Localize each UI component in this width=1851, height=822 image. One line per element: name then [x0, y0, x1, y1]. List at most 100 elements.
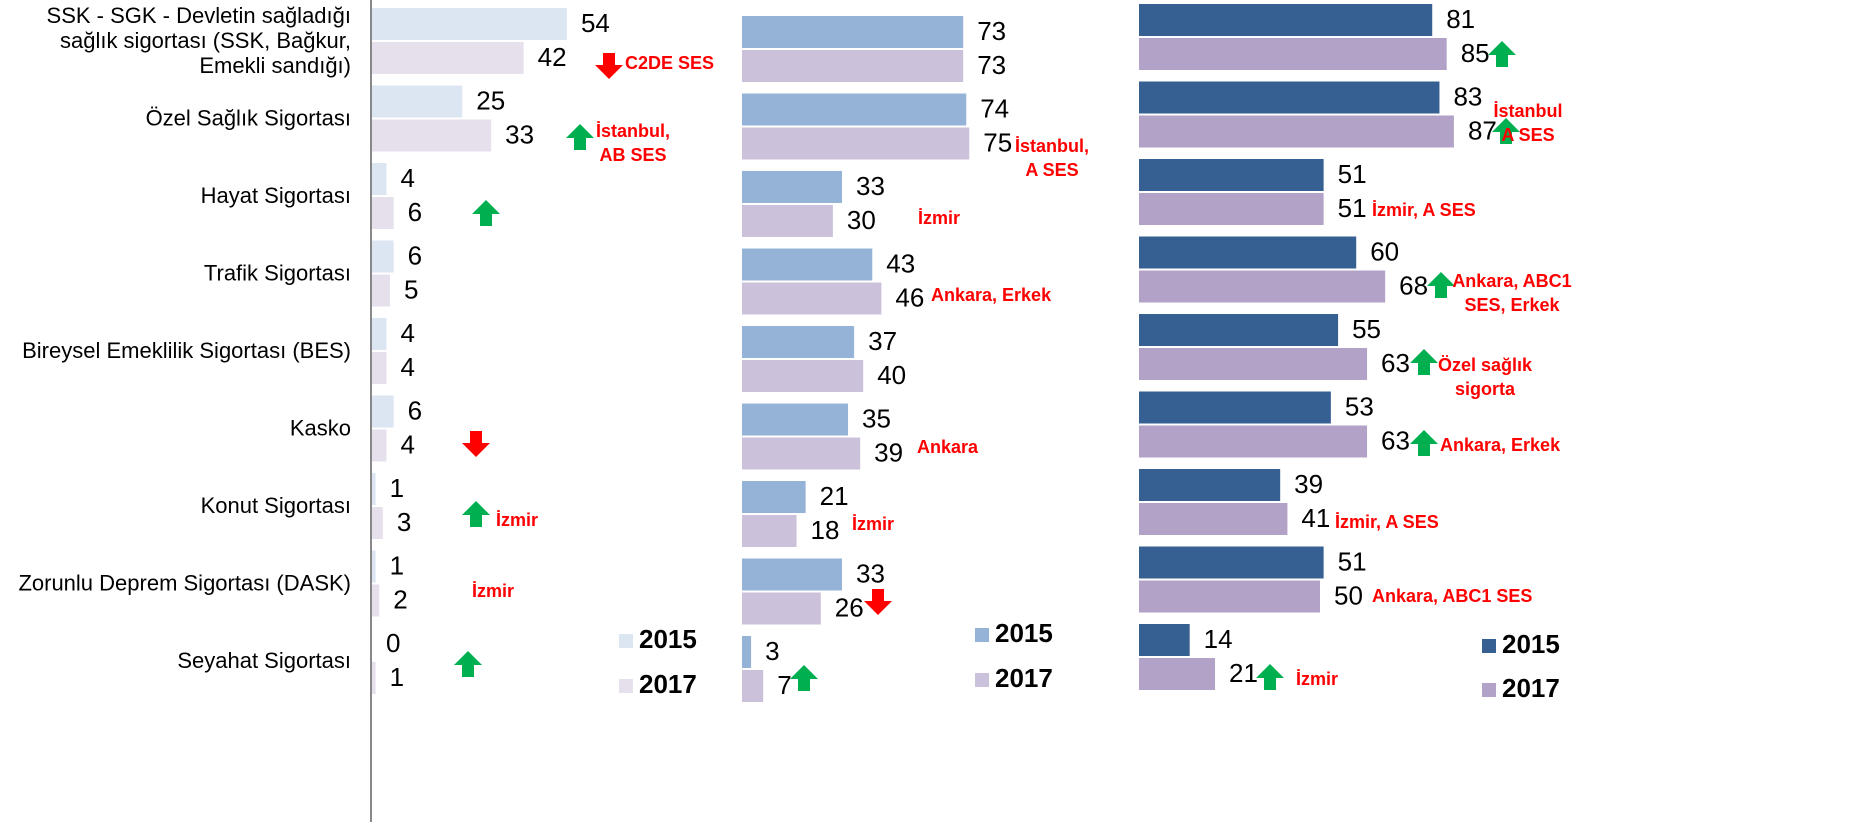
annotation: İzmir: [1296, 669, 1338, 689]
arrow-up: [462, 501, 490, 527]
bar: [742, 403, 849, 436]
value-label: 40: [877, 360, 906, 390]
category-label: Kasko: [290, 415, 351, 440]
value-label: 46: [895, 282, 924, 312]
bar: [1139, 425, 1368, 458]
annotation: Ankara: [917, 437, 979, 457]
legend-label: 2017: [1502, 673, 1560, 703]
annotation: İstanbul: [1493, 101, 1562, 121]
bar: [1139, 391, 1331, 424]
value-label: 4: [400, 318, 414, 348]
bar: [372, 550, 376, 583]
bar: [1139, 81, 1440, 114]
value-label: 35: [862, 403, 891, 433]
value-label: 63: [1381, 425, 1410, 455]
annotation: A SES: [1025, 160, 1078, 180]
value-label: 21: [1229, 658, 1258, 688]
annotation: AB SES: [599, 145, 666, 165]
value-label: 87: [1468, 115, 1497, 145]
value-label: 85: [1461, 38, 1490, 68]
arrow-up: [454, 651, 482, 677]
bar: [1139, 503, 1288, 535]
legend-swatch: [1482, 683, 1496, 697]
bar: [742, 127, 970, 160]
bar: [372, 42, 524, 74]
value-label: 6: [408, 197, 422, 227]
value-label: 6: [408, 240, 422, 270]
legend-swatch: [975, 673, 989, 687]
bar: [1139, 236, 1357, 269]
arrow-up: [1488, 41, 1516, 67]
annotation: İzmir: [852, 514, 894, 534]
value-label: 39: [1294, 469, 1323, 499]
bar: [742, 50, 964, 82]
bar: [372, 352, 387, 384]
value-label: 51: [1338, 546, 1367, 576]
annotation: İzmir, A SES: [1372, 200, 1476, 220]
value-label: 51: [1338, 159, 1367, 189]
bar: [372, 662, 376, 694]
annotation: sigorta: [1455, 379, 1516, 399]
value-label: 50: [1334, 580, 1363, 610]
bar: [1139, 159, 1324, 191]
arrow-up: [1427, 272, 1455, 298]
bar: [742, 360, 864, 392]
value-label: 83: [1453, 81, 1482, 111]
value-label: 1: [390, 473, 404, 503]
annotation: İstanbul,: [1015, 136, 1089, 156]
bar: [372, 163, 387, 195]
value-label: 37: [868, 326, 897, 356]
annotation: İstanbul,: [596, 121, 670, 141]
bar: [1139, 658, 1216, 690]
annotation: Ankara, Erkek: [931, 285, 1052, 305]
bar: [372, 274, 391, 307]
bar: [742, 592, 821, 625]
category-label: Trafik Sigortası: [204, 260, 351, 285]
bar: [1139, 38, 1447, 70]
bar: [1139, 4, 1433, 36]
legend-label: 2017: [995, 663, 1053, 693]
annotation: İzmir: [496, 510, 538, 530]
category-label: Seyahat Sigortası: [177, 648, 351, 673]
bar: [1139, 348, 1368, 380]
legend-label: 2015: [639, 624, 697, 654]
value-label: 2: [393, 584, 407, 614]
value-label: 73: [977, 50, 1006, 80]
bar: [742, 93, 967, 126]
bar: [372, 85, 463, 118]
bar: [1139, 624, 1190, 656]
value-label: 21: [820, 481, 849, 511]
arrow-up: [566, 124, 594, 150]
value-label: 75: [983, 127, 1012, 157]
category-label: Zorunlu Deprem Sigortası (DASK): [18, 570, 351, 595]
bar: [372, 8, 567, 40]
value-label: 4: [400, 163, 414, 193]
bar: [1139, 546, 1324, 579]
value-label: 18: [811, 515, 840, 545]
value-label: 3: [765, 636, 779, 666]
legend-label: 2015: [995, 618, 1053, 648]
annotation: SES, Erkek: [1464, 295, 1560, 315]
value-label: 54: [581, 8, 610, 38]
legend-label: 2015: [1502, 629, 1560, 659]
bar: [742, 437, 861, 470]
value-label: 6: [408, 395, 422, 425]
value-label: 5: [404, 274, 418, 304]
value-label: 33: [856, 171, 885, 201]
value-label: 81: [1446, 4, 1475, 34]
arrow-down: [864, 589, 892, 615]
value-label: 30: [847, 205, 876, 235]
legend-swatch: [619, 634, 633, 648]
value-label: 73: [977, 16, 1006, 46]
legend-swatch: [1482, 639, 1496, 653]
bar: [1139, 270, 1386, 303]
bar: [742, 282, 882, 315]
arrow-up: [1492, 118, 1520, 144]
bar: [1139, 580, 1320, 613]
value-label: 4: [400, 429, 414, 459]
annotation: İzmir, A SES: [1335, 512, 1439, 532]
bar: [742, 636, 752, 668]
annotation: Ankara, ABC1 SES: [1372, 586, 1532, 606]
bar: [742, 670, 764, 702]
value-label: 74: [980, 93, 1009, 123]
